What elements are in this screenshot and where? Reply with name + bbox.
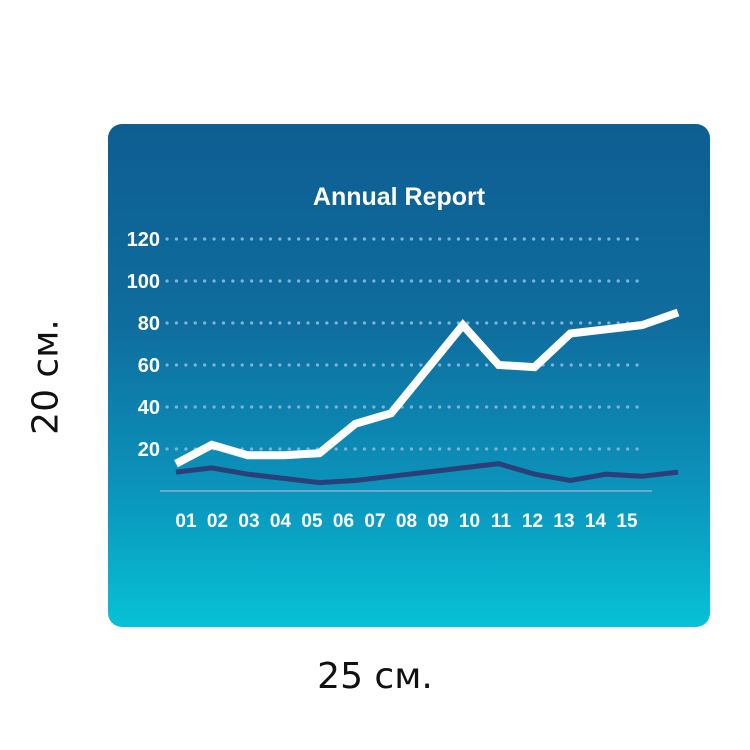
x-tick-label: 12	[522, 511, 543, 532]
x-tick-label: 01	[175, 511, 197, 532]
series-line-dark	[175, 461, 679, 486]
chart-title: Annual Report	[313, 183, 486, 211]
x-tick-label: 02	[207, 511, 228, 532]
series-line-light	[174, 308, 680, 468]
y-tick-label: 80	[138, 313, 160, 335]
y-tick-label: 20	[138, 439, 160, 461]
x-tick-label: 03	[238, 511, 259, 532]
x-tick-label: 04	[270, 511, 292, 532]
width-dimension-label: 25 см.	[317, 656, 433, 697]
y-tick-label: 60	[138, 355, 160, 377]
height-dimension-label: 20 см.	[25, 319, 67, 435]
x-tick-label: 10	[459, 511, 480, 532]
x-tick-label: 15	[616, 511, 638, 532]
x-tick-label: 08	[396, 511, 417, 532]
x-tick-label: 13	[553, 511, 574, 532]
x-tick-label: 14	[585, 511, 607, 532]
mousepad-background	[108, 124, 710, 627]
x-tick-label: 09	[427, 511, 448, 532]
x-tick-label: 11	[491, 511, 512, 532]
y-tick-label: 40	[138, 397, 160, 419]
y-axis-ticks: 20 40 60 80 100 120	[127, 229, 160, 461]
x-tick-label: 07	[364, 511, 385, 532]
y-tick-label: 120	[127, 229, 160, 251]
series-lines	[174, 308, 680, 486]
x-tick-label: 05	[301, 511, 323, 532]
y-tick-label: 100	[127, 271, 160, 293]
x-tick-label: 06	[333, 511, 354, 532]
x-axis-ticks: 01 02 03 04 05 06 07 08 09 10 11 12 13 14 15	[175, 511, 638, 532]
gridlines	[160, 237, 652, 492]
